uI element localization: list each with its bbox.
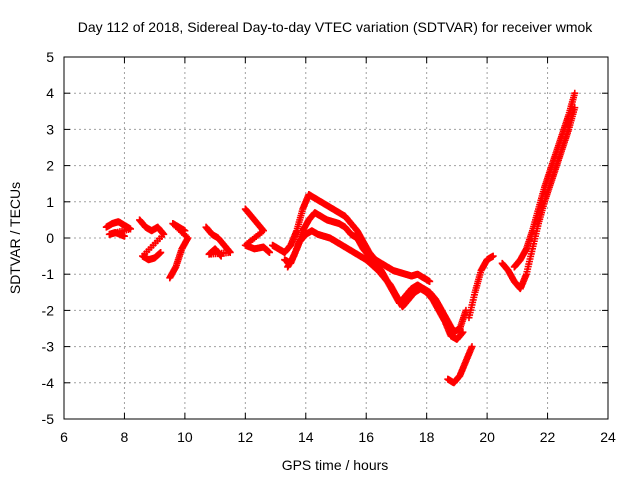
x-tick-label: 14: [298, 429, 314, 445]
chart-title: Day 112 of 2018, Sidereal Day-to-day VTE…: [78, 19, 594, 35]
y-tick-label: -5: [42, 411, 55, 427]
y-tick-label: 0: [46, 230, 54, 246]
data-point: [459, 328, 467, 336]
x-tick-label: 10: [177, 429, 193, 445]
series-arc6: [269, 191, 434, 285]
series-arc11: [498, 104, 579, 293]
y-tick-label: -3: [42, 339, 55, 355]
x-tick-label: 12: [238, 429, 254, 445]
y-tick-label: 5: [46, 49, 54, 65]
series-arc3: [166, 220, 192, 282]
x-axis: 6 8 10 12 14 16 18 20 22 24: [60, 57, 616, 445]
data-point: [571, 89, 579, 97]
data-point: [489, 252, 497, 260]
data-point: [217, 252, 225, 260]
y-axis: -5 -4 -3 -2 -1 0 1 2 3 4 5: [42, 49, 608, 427]
y-tick-label: 1: [46, 194, 54, 210]
series-arc5: [241, 205, 274, 256]
x-tick-label: 6: [60, 429, 68, 445]
y-tick-label: -2: [42, 302, 55, 318]
y-tick-label: 3: [46, 121, 54, 137]
data-point: [266, 248, 274, 256]
x-tick-label: 8: [121, 429, 129, 445]
data-points: [102, 89, 579, 387]
series-arc12: [510, 89, 579, 271]
series-arc2: [136, 216, 168, 264]
series-arc8: [284, 227, 467, 343]
x-tick-label: 16: [358, 429, 374, 445]
data-point: [181, 227, 189, 235]
x-tick-label: 20: [479, 429, 495, 445]
data-point: [120, 232, 128, 240]
series-arc1: [102, 218, 134, 240]
y-tick-label: -1: [42, 266, 55, 282]
x-tick-label: 18: [419, 429, 435, 445]
data-point: [157, 248, 165, 256]
x-tick-label: 24: [600, 429, 616, 445]
y-tick-label: -4: [42, 375, 55, 391]
x-axis-label: GPS time / hours: [282, 457, 389, 473]
series-arc4: [202, 223, 234, 260]
y-tick-label: 4: [46, 85, 54, 101]
series-arc9: [444, 343, 476, 387]
y-tick-label: 2: [46, 158, 54, 174]
series-arc10: [465, 252, 497, 322]
data-point: [468, 343, 476, 351]
x-tick-label: 22: [540, 429, 556, 445]
data-point: [426, 277, 434, 285]
y-axis-label: SDTVAR / TECUs: [7, 182, 23, 294]
